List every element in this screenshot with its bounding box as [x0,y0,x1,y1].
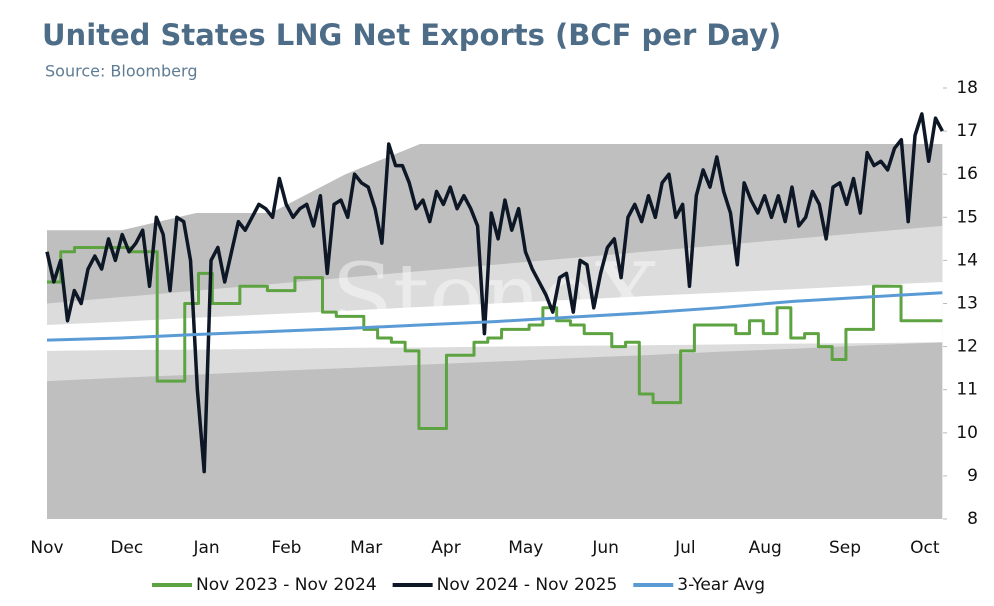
chart-subtitle: Source: Bloomberg [45,62,197,81]
x-tick-label: Nov [30,538,63,558]
y-tick-label: 17 [956,121,978,141]
x-tick-label: Mar [350,538,382,558]
x-tick-label: Sep [829,538,861,558]
x-tick-label: Jun [591,538,619,558]
y-tick-label: 10 [956,423,978,443]
x-tick-label: Jan [192,538,219,558]
y-tick-label: 15 [956,207,978,227]
y-tick-label: 8 [967,509,978,529]
x-tick-label: Apr [431,538,460,558]
x-tick-label: May [508,538,543,558]
y-tick-label: 14 [956,250,978,270]
x-tick-label: Oct [910,538,940,558]
legend-label: 3-Year Avg [677,575,765,595]
legend-item: 3-Year Avg [633,575,765,595]
chart-title: United States LNG Net Exports (BCF per D… [42,18,781,52]
plot-area: StoneX [45,87,947,520]
series-line [46,291,943,342]
y-tick-label: 12 [956,337,978,357]
legend-label: Nov 2023 - Nov 2024 [196,575,377,595]
y-tick-label: 9 [967,466,978,486]
range-band [47,281,943,351]
y-tick-label: 18 [956,78,978,98]
y-tick-label: 16 [956,164,978,184]
x-tick-label: Aug [749,538,782,558]
legend-label: Nov 2024 - Nov 2025 [437,575,618,595]
series-line [45,112,944,474]
legend-item: Nov 2023 - Nov 2024 [152,575,377,595]
x-tick-label: Feb [271,538,301,558]
x-tick-label: Jul [674,538,696,558]
y-tick-label: 11 [956,380,978,400]
y-tick-label: 13 [956,294,978,314]
legend-item: Nov 2024 - Nov 2025 [392,575,618,595]
x-tick-label: Dec [110,538,143,558]
